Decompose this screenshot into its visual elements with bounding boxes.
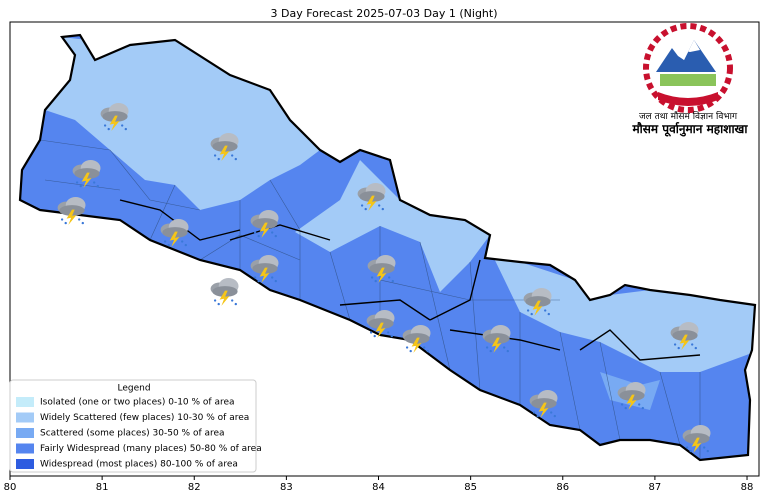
legend-swatch [16, 412, 34, 423]
legend-swatch [16, 459, 34, 469]
legend-swatch [16, 428, 34, 438]
x-tick-label: 88 [741, 482, 754, 493]
legend-label: Widespread (most places) 80-100 % of are… [40, 460, 238, 470]
legend-label: Widely Scattered (few places) 10-30 % of… [40, 413, 249, 423]
region-fill [490, 250, 755, 372]
x-tick-label: 80 [4, 482, 17, 493]
x-tick-label: 82 [188, 482, 201, 493]
map-title: 3 Day Forecast 2025-07-03 Day 1 (Night) [270, 7, 497, 20]
x-tick-label: 85 [464, 482, 477, 493]
region-fill [295, 160, 490, 292]
legend-label: Fairly Widespread (many places) 50-80 % … [40, 444, 262, 454]
region-fill [45, 37, 320, 210]
legend-title: Legend [117, 384, 150, 394]
x-tick-label: 86 [556, 482, 569, 493]
x-axis: 80 81 82 83 84 85 86 87 88 [4, 476, 754, 493]
legend-swatch [16, 443, 34, 454]
legend: Legend Isolated (one or two places) 0-10… [9, 379, 262, 473]
storm-icon [210, 278, 239, 306]
legend-swatch [16, 397, 34, 407]
x-tick-label: 87 [649, 482, 662, 493]
legend-label: Scattered (some places) 30-50 % of area [40, 429, 225, 439]
legend-label: Isolated (one or two places) 0-10 % of a… [40, 398, 235, 408]
x-tick-label: 84 [372, 482, 385, 493]
axes-frame [9, 21, 760, 477]
logo: जल तथा मौसम विज्ञान विभाग मौसम पूर्वानुम… [632, 23, 749, 137]
x-tick-label: 83 [280, 482, 293, 493]
logo-line1: जल तथा मौसम विज्ञान विभाग [639, 110, 738, 122]
x-tick-label: 81 [96, 482, 109, 493]
logo-line2: मौसम पूर्वानुमान महाशाखा [632, 122, 749, 137]
